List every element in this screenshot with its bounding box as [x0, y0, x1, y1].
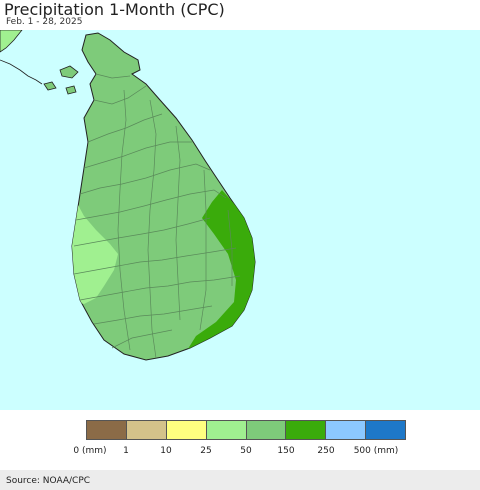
district-boundaries: [73, 73, 241, 359]
adams-bridge: [0, 59, 43, 85]
jaffna-islands: [43, 65, 79, 95]
legend-label-7: 500 (mm): [353, 446, 399, 456]
legend-swatch-5: [286, 421, 327, 439]
legend-label-4: 50: [240, 446, 252, 456]
india-coast: [0, 30, 23, 53]
legend-swatch-0: [87, 421, 127, 439]
map-title: Precipitation 1-Month (CPC): [4, 0, 225, 19]
legend-swatch-3: [206, 421, 247, 439]
zone-east-coast: [186, 190, 255, 352]
legend-swatch-4: [246, 421, 287, 439]
legend-bar: [86, 420, 406, 440]
legend-label-1: 1: [123, 446, 129, 456]
source-text: Source: NOAA/CPC: [6, 476, 91, 486]
sri-lanka-map: [0, 30, 256, 361]
map-area: [0, 30, 480, 410]
legend-label-3: 25: [200, 446, 212, 456]
legend-label-0: 0 (mm): [73, 446, 107, 456]
legend-swatch-1: [126, 421, 167, 439]
legend-label-5: 150: [277, 446, 295, 456]
legend-swatch-6: [326, 421, 367, 439]
legend-swatch-2: [166, 421, 207, 439]
footer: Source: NOAA/CPC: [0, 470, 480, 490]
legend-label-2: 10: [160, 446, 172, 456]
legend-label-6: 250: [317, 446, 335, 456]
zone-west-coast: [72, 190, 118, 304]
legend-swatch-7: [366, 421, 405, 439]
date-range: Feb. 1 - 28, 2025: [6, 17, 83, 27]
legend-labels: 0 (mm) 1 10 25 50 150 250 500 (mm): [0, 446, 480, 460]
